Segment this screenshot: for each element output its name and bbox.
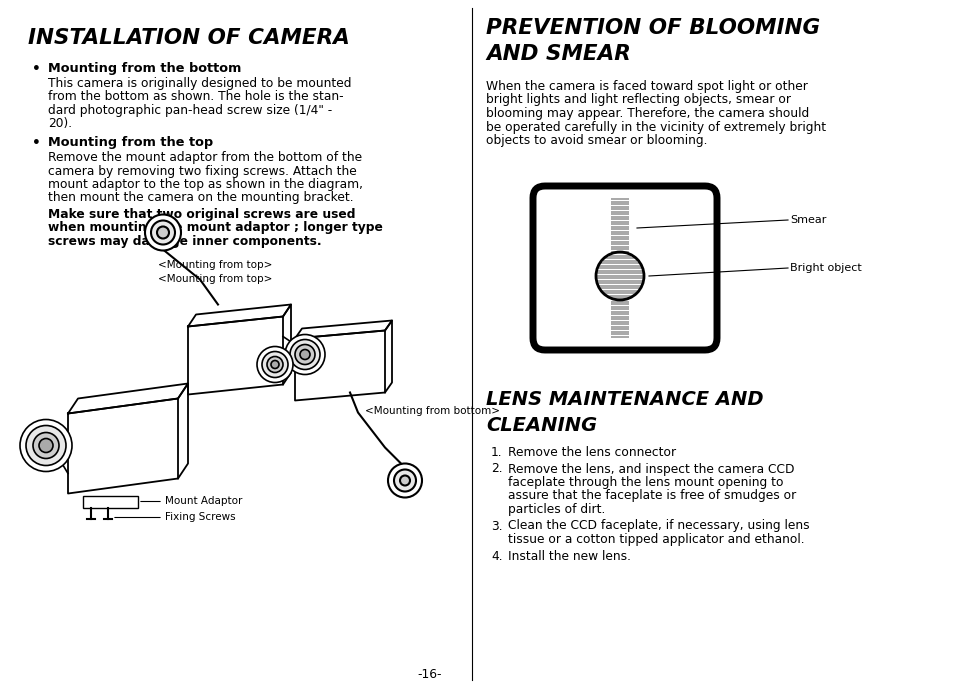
Text: Remove the lens connector: Remove the lens connector [507,446,676,459]
Circle shape [256,347,293,382]
Text: 4.: 4. [491,550,502,562]
Text: from the bottom as shown. The hole is the stan-: from the bottom as shown. The hole is th… [48,90,343,104]
Text: mount adaptor to the top as shown in the diagram,: mount adaptor to the top as shown in the… [48,178,363,191]
Bar [83,496,138,507]
Text: This camera is originally designed to be mounted: This camera is originally designed to be… [48,77,351,90]
Circle shape [388,464,421,498]
Circle shape [33,432,59,459]
Circle shape [262,352,288,377]
Text: assure that the faceplate is free of smudges or: assure that the faceplate is free of smu… [507,489,796,502]
Text: then mount the camera on the mounting bracket.: then mount the camera on the mounting br… [48,192,354,204]
Text: Remove the lens, and inspect the camera CCD: Remove the lens, and inspect the camera … [507,462,794,475]
Text: dard photographic pan-head screw size (1/4" -: dard photographic pan-head screw size (1… [48,104,332,117]
Circle shape [596,252,643,300]
Text: <Mounting from top>: <Mounting from top> [157,274,272,284]
Circle shape [151,220,174,245]
Text: When the camera is faced toward spot light or other: When the camera is faced toward spot lig… [485,80,807,93]
Text: 2.: 2. [491,462,502,475]
Text: Mounting from the top: Mounting from the top [48,136,213,149]
Circle shape [39,439,53,452]
Text: INSTALLATION OF CAMERA: INSTALLATION OF CAMERA [28,28,350,48]
Text: LENS MAINTENANCE AND: LENS MAINTENANCE AND [485,390,762,409]
Text: Mounting from the bottom: Mounting from the bottom [48,62,241,75]
Circle shape [394,470,416,491]
Text: Mount Adaptor: Mount Adaptor [165,496,242,507]
Circle shape [20,420,71,471]
Circle shape [145,215,181,250]
Text: particles of dirt.: particles of dirt. [507,503,605,516]
FancyBboxPatch shape [149,224,177,240]
Text: •: • [32,62,41,76]
Text: 3.: 3. [491,519,502,532]
Text: bright lights and light reflecting objects, smear or: bright lights and light reflecting objec… [485,94,790,106]
Text: -16-: -16- [417,668,442,681]
Text: CLEANING: CLEANING [485,416,597,435]
FancyBboxPatch shape [533,186,717,350]
Circle shape [290,339,319,370]
Circle shape [294,345,314,364]
Text: •: • [32,136,41,150]
Text: blooming may appear. Therefore, the camera should: blooming may appear. Therefore, the came… [485,107,808,120]
Text: be operated carefully in the vicinity of extremely bright: be operated carefully in the vicinity of… [485,120,825,133]
Text: Remove the mount adaptor from the bottom of the: Remove the mount adaptor from the bottom… [48,151,362,164]
FancyBboxPatch shape [392,473,417,487]
Text: screws may damage inner components.: screws may damage inner components. [48,235,321,248]
Text: Smear: Smear [789,215,825,225]
Text: faceplate through the lens mount opening to: faceplate through the lens mount opening… [507,476,782,489]
Circle shape [157,227,169,238]
Text: Make sure that two original screws are used: Make sure that two original screws are u… [48,208,355,221]
Text: Clean the CCD faceplate, if necessary, using lens: Clean the CCD faceplate, if necessary, u… [507,519,809,532]
Text: tissue or a cotton tipped applicator and ethanol.: tissue or a cotton tipped applicator and… [507,533,803,546]
Text: objects to avoid smear or blooming.: objects to avoid smear or blooming. [485,134,707,147]
Circle shape [285,334,325,375]
Text: PREVENTION OF BLOOMING: PREVENTION OF BLOOMING [485,18,820,38]
Text: camera by removing two fixing screws. Attach the: camera by removing two fixing screws. At… [48,165,356,177]
Circle shape [399,475,410,486]
Circle shape [26,425,66,466]
Text: 1.: 1. [491,446,502,459]
Text: Fixing Screws: Fixing Screws [165,512,235,523]
Circle shape [299,350,310,359]
Text: Install the new lens.: Install the new lens. [507,550,630,562]
Text: Bright object: Bright object [789,263,861,273]
Circle shape [267,357,283,373]
Text: when mounting the mount adaptor ; longer type: when mounting the mount adaptor ; longer… [48,222,382,234]
Text: <Mounting from bottom>: <Mounting from bottom> [365,405,499,416]
Text: <Mounting from top>: <Mounting from top> [157,261,272,270]
Circle shape [271,361,278,368]
Text: AND SMEAR: AND SMEAR [485,44,630,64]
Text: 20).: 20). [48,117,72,131]
